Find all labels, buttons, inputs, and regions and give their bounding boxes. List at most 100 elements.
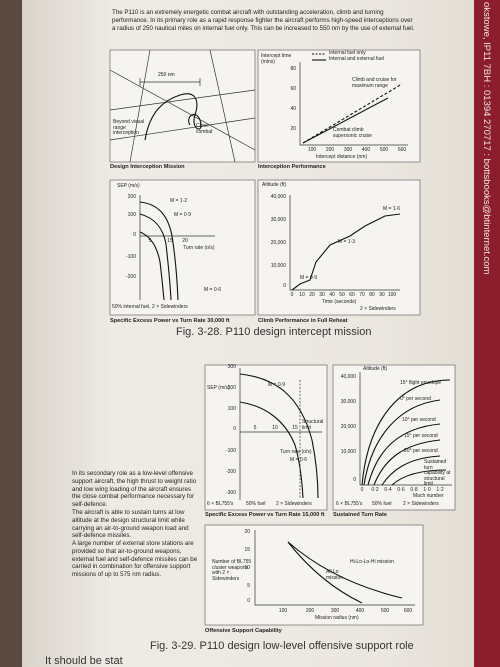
y-tick-label: 100 <box>227 406 236 412</box>
x-tick-label: 0 <box>290 292 294 298</box>
y-tick-label: -300 <box>225 490 236 496</box>
panel-title: Climb Performance in Full Reheat <box>258 318 348 324</box>
curve-label: Hi-Lo-Lo-Hi mission <box>350 559 394 565</box>
x-axis-label: Turn rate (o/s) <box>280 449 312 455</box>
panel-title: Sustained Turn Rate <box>333 512 387 518</box>
footer-text: It should be stat <box>45 655 123 667</box>
curve-label: Sustained turn capability at structural … <box>424 459 451 487</box>
curve-label: M = 0·6 <box>204 287 222 293</box>
interception-chart <box>299 53 408 146</box>
climb-chart <box>289 195 401 291</box>
y-tick-label: 30,000 <box>340 399 356 405</box>
x-tick-label: 100 <box>307 147 317 153</box>
panel-frame <box>257 179 421 316</box>
y-tick-label: 100 <box>127 212 136 218</box>
body-paragraph: In its secondary role as a low-level off… <box>72 470 197 508</box>
curve-label: M = 1·6 <box>383 206 401 212</box>
x-tick-label: 0·8 <box>410 487 418 493</box>
curve-label: Combat climb supersonic cruise <box>333 127 372 139</box>
x-tick-label: 70 <box>359 292 365 298</box>
figure-caption: Fig. 3-28. P110 design intercept mission <box>176 326 372 338</box>
mission-sketch <box>109 49 256 163</box>
panel-note: 2 × Sidewinders <box>403 501 439 507</box>
panel-title: Specific Excess Power vs Turn Rate 30,00… <box>110 318 230 324</box>
panel-title: Interception Performance <box>258 164 326 170</box>
curve-label: M = 0·9 <box>300 275 318 281</box>
x-tick-label: 30 <box>319 292 325 298</box>
y-tick-label: 20 <box>244 529 250 535</box>
bookmark-strip <box>474 0 500 667</box>
x-tick-label: 300 <box>330 608 340 614</box>
y-tick-label: -100 <box>125 254 136 260</box>
x-tick-label: 1·0 <box>423 487 431 493</box>
x-tick-label: 0·4 <box>384 487 392 493</box>
y-tick-label: 20,000 <box>340 424 356 430</box>
x-tick-label: 60 <box>349 292 355 298</box>
panel-note: 6 × BL755's <box>207 501 234 507</box>
x-tick-label: 100 <box>278 608 288 614</box>
x-tick-label: 5 <box>148 238 152 244</box>
curve-label: 250 nm <box>158 72 175 78</box>
x-tick-label: 50 <box>339 292 345 298</box>
x-tick-label: 0·2 <box>371 487 379 493</box>
y-tick-label: 40 <box>290 106 296 112</box>
panel-title: Specific Excess Power vs Turn Rate 15,00… <box>205 512 325 518</box>
panel-frame <box>204 364 328 511</box>
x-tick-label: 200 <box>305 608 315 614</box>
y-axis-label: Altitude (ft) <box>363 366 388 372</box>
y-tick-label: 10,000 <box>270 263 286 269</box>
panel-frame <box>109 49 256 163</box>
panel-note: 50% fuel <box>246 501 266 507</box>
panel-frame <box>109 179 256 316</box>
y-axis-label: SEP (m/s) <box>117 183 140 189</box>
x-tick-label: 200 <box>325 147 335 153</box>
sep-15000-chart <box>239 368 322 500</box>
x-tick-label: 5 <box>253 425 257 431</box>
curve-label: Structural limit <box>302 419 324 431</box>
panel-note: 2 × Sidewinders <box>360 306 396 312</box>
x-axis-label: Intercept distance (nm) <box>316 154 368 160</box>
y-tick-label: 10,000 <box>340 449 356 455</box>
y-tick-label: 10 <box>244 565 250 571</box>
curve-label: 20° per second <box>404 448 438 454</box>
x-tick-label: 10 <box>272 425 278 431</box>
x-tick-label: 400 <box>355 608 365 614</box>
panel-title: Offensive Support Capability <box>205 628 282 634</box>
x-tick-label: 40 <box>329 292 335 298</box>
y-tick-label: 20 <box>290 126 296 132</box>
panel-frame <box>257 49 421 163</box>
y-tick-label: 30,000 <box>270 217 286 223</box>
x-tick-label: 0 <box>360 487 364 493</box>
x-tick-label: 80 <box>369 292 375 298</box>
curve-label: M = 0·6 <box>290 457 308 463</box>
x-tick-label: 400 <box>361 147 371 153</box>
x-tick-label: 0·6 <box>397 487 405 493</box>
y-tick-label: 40,000 <box>340 374 356 380</box>
y-tick-label: 40,000 <box>270 194 286 200</box>
curve-label: M = 1·3 <box>338 239 356 245</box>
y-axis-label: Intercept time (mins) <box>261 53 292 65</box>
x-tick-label: 90 <box>379 292 385 298</box>
curve-label: M = 0·9 <box>174 212 192 218</box>
y-tick-label: 300 <box>227 364 236 370</box>
x-axis-label: Mission radius (nm) <box>315 615 359 621</box>
y-tick-label: 200 <box>227 385 236 391</box>
y-tick-label: 20,000 <box>270 240 286 246</box>
x-tick-label: 15 <box>292 425 298 431</box>
legend-entry: Internal fuel only <box>329 50 366 56</box>
y-tick-label: 0 <box>247 598 250 604</box>
x-axis-label: Mach number <box>413 493 444 499</box>
y-tick-label: 0 <box>353 477 356 483</box>
y-tick-label: 0 <box>283 283 286 289</box>
y-tick-label: -200 <box>125 274 136 280</box>
x-tick-label: 1·2 <box>436 487 444 493</box>
curve-label: M = 0·9 <box>268 382 286 388</box>
curve-label: M = 1·2 <box>170 198 188 204</box>
x-tick-label: 20 <box>309 292 315 298</box>
body-paragraph: The aircraft is able to sustain turns at… <box>72 509 189 540</box>
y-tick-label: 0 <box>133 232 136 238</box>
x-tick-label: 100 <box>387 292 397 298</box>
x-tick-label: 15 <box>167 238 173 244</box>
